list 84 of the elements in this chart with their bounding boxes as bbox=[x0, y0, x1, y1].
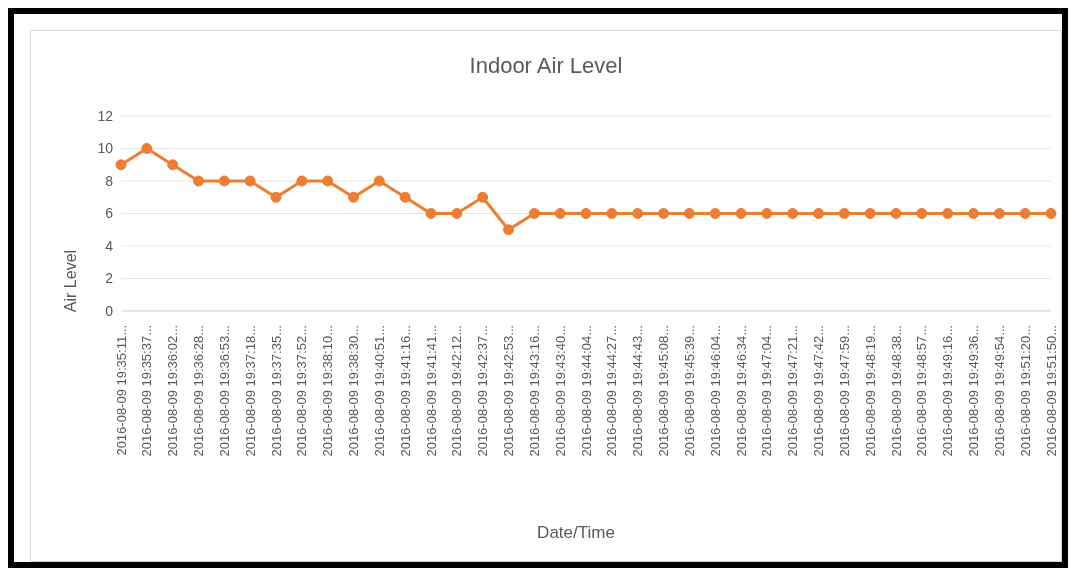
point bbox=[477, 191, 489, 203]
x-tick-label: 2016-08-09 19:41:41... bbox=[423, 325, 439, 457]
y-tick-label: 4 bbox=[105, 237, 114, 254]
point bbox=[115, 159, 127, 171]
point bbox=[658, 208, 669, 219]
x-tick-label: 2016-08-09 19:49:54... bbox=[991, 325, 1007, 457]
point bbox=[735, 208, 747, 219]
point bbox=[606, 208, 618, 219]
point bbox=[942, 208, 954, 219]
x-tick-label: 2016-08-09 19:37:18... bbox=[242, 325, 258, 457]
x-tick-label: 2016-08-09 19:44:27... bbox=[604, 325, 620, 457]
x-tick-label: 2016-08-09 19:46:34... bbox=[733, 325, 749, 457]
point bbox=[993, 208, 1005, 219]
x-tick-label: 2016-08-09 19:48:19... bbox=[862, 325, 878, 457]
y-axis-title: Air Level bbox=[62, 249, 80, 313]
point bbox=[503, 224, 514, 236]
point bbox=[373, 175, 385, 187]
x-tick-label: 2016-08-09 19:45:39... bbox=[681, 325, 697, 457]
point bbox=[580, 208, 592, 219]
point bbox=[1019, 208, 1031, 219]
point bbox=[554, 208, 566, 219]
x-tick-label: 2016-08-09 19:47:42... bbox=[811, 325, 826, 457]
x-tick-label: 2016-08-09 19:47:04... bbox=[759, 325, 775, 457]
point bbox=[451, 208, 463, 219]
point bbox=[632, 208, 644, 219]
x-tick-label: 2016-08-09 19:49:16... bbox=[940, 325, 956, 457]
y-tick-label: 0 bbox=[105, 302, 114, 319]
point bbox=[968, 208, 979, 219]
point bbox=[709, 208, 721, 219]
x-tick-label: 2016-08-09 19:42:12... bbox=[449, 325, 465, 457]
x-tick-label: 2016-08-09 19:38:10... bbox=[320, 325, 336, 457]
x-tick-label: 2016-08-09 19:44:04... bbox=[578, 325, 594, 457]
x-tick-label: 2016-08-09 19:43:16... bbox=[526, 325, 542, 457]
point bbox=[787, 208, 799, 219]
x-tick-label: 2016-08-09 19:35:11... bbox=[113, 325, 129, 456]
point bbox=[838, 208, 850, 219]
x-tick-label: 2016-08-09 19:47:21... bbox=[785, 325, 801, 457]
x-tick-label: 2016-08-09 19:41:16... bbox=[397, 325, 413, 457]
x-tick-label: 2016-08-09 19:48:57... bbox=[914, 325, 930, 457]
x-tick-label: 2016-08-09 19:36:53... bbox=[216, 325, 232, 457]
y-tick-label: 6 bbox=[105, 205, 114, 222]
x-tick-label: 2016-08-09 19:36:02... bbox=[165, 325, 181, 457]
point bbox=[193, 175, 204, 187]
point bbox=[683, 208, 695, 219]
x-tick-label: 2016-08-09 19:37:52... bbox=[294, 325, 310, 457]
point bbox=[1045, 208, 1057, 219]
x-tick-label: 2016-08-09 19:40:51... bbox=[371, 325, 387, 457]
x-tick-label: 2016-08-09 19:44:43... bbox=[630, 325, 646, 457]
y-tick-label: 8 bbox=[105, 172, 114, 189]
chart-title: Indoor Air Level bbox=[468, 53, 624, 79]
point bbox=[296, 175, 308, 187]
x-tick-label: 2016-08-09 19:42:53... bbox=[501, 325, 516, 457]
y-tick-label: 12 bbox=[97, 107, 114, 124]
y-tick-label: 10 bbox=[97, 140, 114, 157]
point bbox=[270, 191, 282, 203]
x-tick-label: 2016-08-09 19:46:04... bbox=[707, 325, 723, 457]
point bbox=[244, 175, 256, 187]
x-tick-label: 2016-08-09 19:35:37... bbox=[139, 325, 155, 457]
point bbox=[348, 191, 359, 203]
x-tick-label: 2016-08-09 19:36:28... bbox=[191, 325, 206, 457]
x-tick-label: 2016-08-09 19:51:50... bbox=[1043, 325, 1059, 457]
point bbox=[890, 208, 902, 219]
x-tick-label: 2016-08-09 19:45:08... bbox=[656, 325, 671, 457]
point bbox=[167, 159, 179, 171]
x-tick-label: 2016-08-09 19:43:40... bbox=[552, 325, 568, 457]
point bbox=[322, 175, 334, 187]
point bbox=[813, 208, 824, 219]
point bbox=[399, 191, 411, 203]
x-axis-title: Date/Time bbox=[536, 523, 616, 543]
point bbox=[761, 208, 773, 219]
point bbox=[864, 208, 876, 219]
x-tick-label: 2016-08-09 19:42:37... bbox=[475, 325, 491, 457]
point bbox=[425, 208, 437, 219]
x-tick-label: 2016-08-09 19:49:36... bbox=[966, 325, 981, 457]
x-tick-label: 2016-08-09 19:48:38... bbox=[888, 325, 904, 457]
x-tick-label: 2016-08-09 19:37:35... bbox=[268, 325, 284, 457]
point bbox=[141, 143, 153, 154]
point bbox=[218, 175, 230, 187]
point bbox=[916, 208, 928, 219]
y-tick-label: 2 bbox=[105, 270, 114, 287]
x-tick-label: 2016-08-09 19:38:30... bbox=[346, 325, 361, 457]
point bbox=[528, 208, 540, 219]
x-tick-label: 2016-08-09 19:51:20... bbox=[1017, 325, 1033, 457]
x-tick-label: 2016-08-09 19:47:59... bbox=[836, 325, 852, 457]
